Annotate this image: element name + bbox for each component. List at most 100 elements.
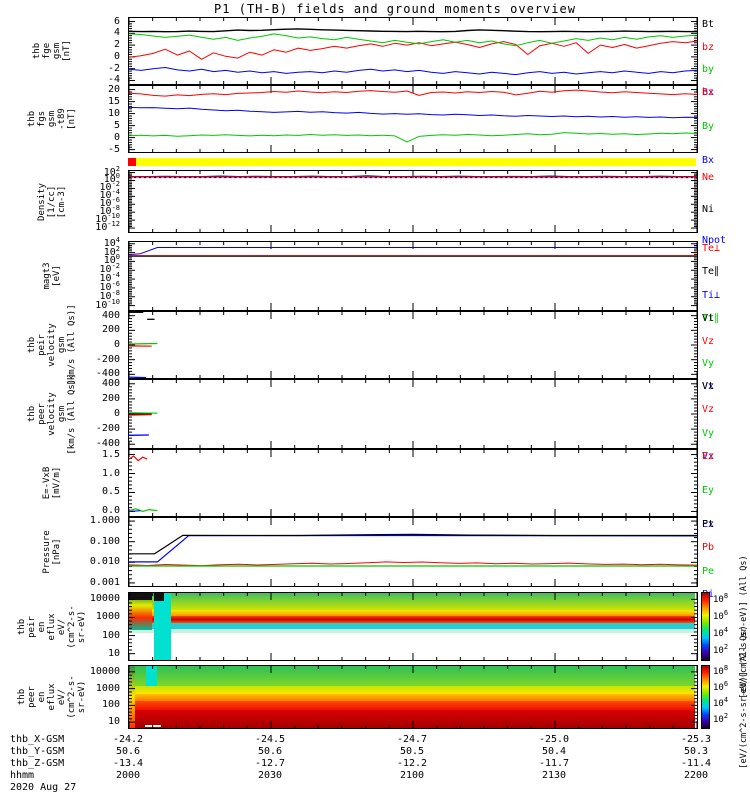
spec-feature-0 (129, 666, 135, 728)
axis-value: 50.4 (541, 746, 567, 757)
ytick-label-fgs: 15 (107, 95, 120, 107)
ytick-label-pressure: 0.001 (89, 576, 120, 588)
legend-Vt: Vt (702, 313, 715, 324)
tick-base: 10 (95, 222, 108, 234)
ytick-label-magt3: 100 (2, 253, 120, 267)
legend-Npot: Npot (702, 235, 727, 246)
panel-spec-peir (128, 592, 698, 661)
tick-base: 10 (99, 273, 112, 285)
legend-Ne: Ne (702, 172, 715, 183)
tick-base: 10 (99, 206, 112, 218)
ylabel-vel-peer: thb peer velocity gsm [km/s (All Qs)] (27, 373, 77, 455)
series-Vy (129, 342, 158, 345)
flag-bar-start-cap (128, 158, 136, 166)
ytick-label-magt3: 10-2 (2, 262, 120, 276)
tick-base: 10 (713, 715, 724, 725)
tick-exponent: 6 (723, 680, 729, 688)
series-Ey (129, 508, 158, 512)
panel-canvas-spec-peer (129, 666, 697, 728)
colorbar-tick-spec-peir: 108 (713, 591, 729, 605)
tick-base: 10 (103, 174, 116, 186)
axis-value: -24.2 (112, 734, 144, 745)
ytick-label-fgs: 20 (107, 83, 120, 95)
axis-value: -24.7 (396, 734, 428, 745)
legend-Ey: Ey (702, 485, 715, 496)
ytick-label-magt3: 10-8 (2, 288, 120, 303)
colorbar-tick-spec-peir: 102 (713, 643, 729, 656)
axis-value: -25.3 (680, 734, 712, 745)
legend-bx: bx (702, 87, 715, 98)
tick-base: 10 (99, 264, 112, 276)
tick-exponent: 8 (723, 591, 729, 600)
ytick-label-density: 10-12 (2, 220, 120, 234)
flag-bar (128, 158, 696, 166)
tick-base: 10 (99, 281, 112, 293)
tick-base: 10 (103, 255, 116, 267)
ytick-label-density: 10-10 (2, 212, 120, 226)
tick-exponent: -6 (111, 196, 120, 205)
ytick-label-fge: 2 (113, 39, 120, 51)
panel-canvas-vel-peer (129, 380, 697, 448)
tick-base: 10 (713, 629, 724, 640)
tick-exponent: 0 (115, 253, 120, 262)
ytick-label-density: 10-4 (2, 188, 120, 202)
ytick-label-pressure: 1.000 (89, 515, 120, 527)
ytick-label-fge: -4 (107, 74, 120, 86)
ytick-label-fge: 6 (113, 15, 120, 27)
axis-value: 2130 (541, 770, 567, 781)
spec-feature-1 (145, 666, 158, 686)
axis-value: 2000 (115, 770, 141, 781)
date-label: 2020 Aug 27 (10, 782, 77, 793)
legend-Bt: Bt (702, 19, 715, 30)
spec-feature-3 (154, 593, 165, 601)
ytick-label-spec-peir: 10 (107, 647, 120, 659)
ytick-label-magt3: 102 (2, 244, 120, 259)
axis-value: 2030 (257, 770, 283, 781)
series-Pi (129, 534, 697, 563)
legend-Bx: Bx (702, 155, 715, 166)
tick-base: 10 (713, 611, 724, 622)
panel-vel-peer (128, 379, 698, 449)
ylabel-efield: E=-VxB [mV/m] (42, 466, 62, 500)
ytick-label-fge: -2 (107, 62, 120, 74)
tick-exponent: -10 (107, 212, 120, 221)
tick-base: 10 (99, 290, 112, 302)
legend-Vz: Vz (702, 335, 715, 347)
series-Npot (129, 175, 697, 177)
axis-value: -13.4 (112, 758, 144, 769)
tick-exponent: 2 (115, 244, 120, 253)
ytick-label-fgs: 5 (113, 119, 120, 131)
ytick-label-spec-peer: 1000 (95, 682, 120, 694)
series-Pt (129, 533, 697, 555)
series-bx (129, 67, 697, 76)
panel-canvas-pressure (129, 518, 697, 586)
ytick-label-fgs: 10 (107, 107, 120, 119)
colorbar-tick-spec-peir: 106 (713, 609, 728, 622)
tick-exponent: -8 (111, 288, 120, 297)
ytick-label-magt3: 10-4 (2, 271, 120, 285)
tick-exponent: 2 (723, 643, 729, 652)
ytick-label-fgs: -5 (107, 143, 120, 155)
ytick-label-vel-peer: 400 (101, 377, 120, 389)
axis-value: 50.6 (115, 746, 141, 757)
spec-band-1 (129, 609, 695, 617)
ytick-label-pressure: 0.010 (89, 556, 120, 568)
ylabel-spec-peir: thb peir en eflux eV/ (cm^2-s- sr-eV) (17, 604, 87, 649)
ytick-label-vel-peir: 0 (113, 339, 120, 350)
legend-Vy: Vy (702, 427, 715, 439)
ytick-label-vel-peer: -200 (95, 423, 120, 435)
ylabel-fge: thb fge gsm [nT] (32, 40, 72, 62)
colorbar-tick-spec-peer: 102 (713, 712, 728, 725)
axis-value: 2100 (399, 770, 425, 781)
colorbar-spec-peer (701, 665, 710, 729)
tick-base: 10 (95, 299, 108, 311)
tick-base: 10 (713, 683, 724, 693)
series-Bt (129, 28, 697, 33)
ylabel-magt3: magt3 [eV] (42, 262, 62, 290)
tick-base: 10 (99, 198, 112, 210)
series-Bz (129, 89, 697, 97)
panel-canvas-fgs (129, 86, 697, 152)
series-Ez (129, 455, 148, 462)
spec-band-1 (129, 685, 695, 694)
axis-value: -12.2 (396, 758, 428, 769)
